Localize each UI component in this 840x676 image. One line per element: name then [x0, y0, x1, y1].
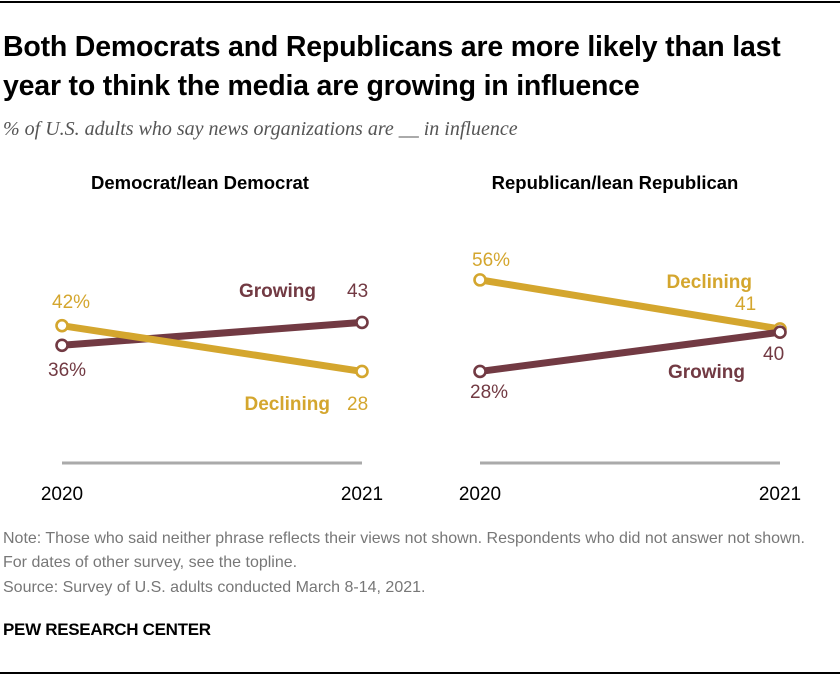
chart-title: Both Democrats and Republicans are more … [3, 31, 781, 102]
data-point-declining [355, 364, 369, 379]
data-label: 41 [735, 294, 756, 315]
note-text: Note: Those who said neither phrase refl… [3, 530, 805, 571]
data-label: 56% [472, 250, 510, 271]
series-line-growing [479, 328, 781, 375]
data-label: 40 [763, 344, 784, 365]
bottom-rule [0, 672, 840, 674]
data-point-declining [473, 273, 487, 287]
data-point-growing [55, 338, 69, 353]
data-label: 43 [347, 281, 368, 302]
data-point-declining [55, 318, 69, 333]
x-tick-label: 2020 [41, 484, 83, 505]
series-label: Declining [666, 272, 752, 293]
x-tick-label: 2021 [341, 484, 383, 505]
data-point-growing [473, 364, 487, 379]
x-tick-label: 2021 [759, 484, 801, 505]
data-label: 36% [48, 360, 86, 381]
series-label: Growing [239, 281, 316, 302]
panel-title: Republican/lean Republican [492, 172, 739, 193]
data-label: 28% [470, 382, 508, 403]
chart-subtitle: % of U.S. adults who say news organizati… [3, 118, 518, 140]
series-label: Declining [244, 394, 330, 415]
series-line-declining [61, 322, 363, 375]
source-text: Source: Survey of U.S. adults conducted … [3, 579, 426, 596]
series-line-growing [61, 318, 363, 349]
data-point-growing [773, 325, 787, 340]
series-line-declining [479, 276, 781, 333]
data-point-growing [355, 315, 369, 330]
x-tick-label: 2020 [459, 484, 501, 505]
panel-title: Democrat/lean Democrat [91, 172, 309, 193]
top-rule [0, 1, 840, 3]
brand-label: PEW RESEARCH CENTER [3, 620, 211, 639]
data-label: 28 [347, 394, 368, 415]
series-label: Growing [668, 362, 745, 383]
data-label: 42% [52, 292, 90, 313]
